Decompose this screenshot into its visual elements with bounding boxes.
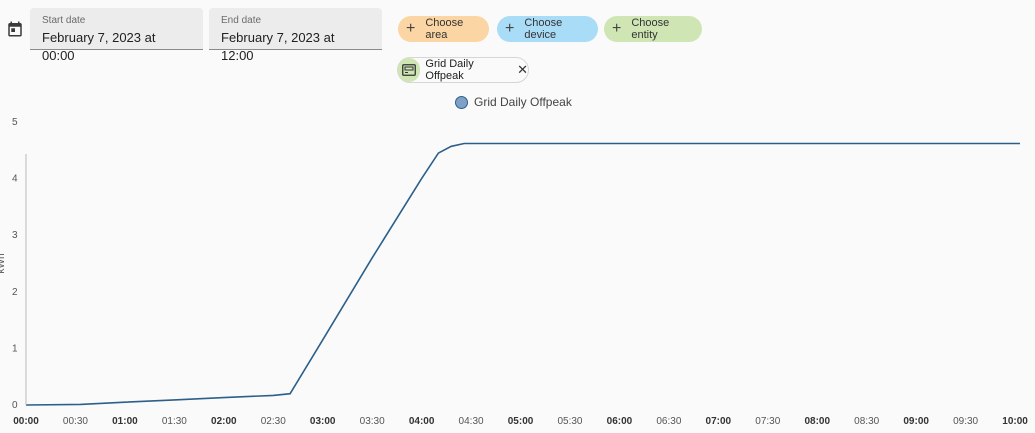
x-tick-label: 01:00 bbox=[112, 416, 138, 427]
y-tick-label: 2 bbox=[12, 287, 18, 298]
start-date-value: February 7, 2023 at 00:00 bbox=[42, 30, 156, 63]
choose-device-label: Choose device bbox=[524, 17, 563, 41]
x-tick-label: 10:00 bbox=[1002, 416, 1028, 427]
legend-label: Grid Daily Offpeak bbox=[474, 95, 572, 109]
series-line bbox=[25, 142, 1020, 406]
selected-entity-chip[interactable]: Grid Daily Offpeak ✕ bbox=[397, 57, 529, 83]
y-tick-label: 3 bbox=[12, 230, 18, 241]
chart-legend[interactable]: Grid Daily Offpeak bbox=[455, 95, 572, 109]
history-chart: 0 1 2 3 4 5 kWh 00:00 00:30 01:00 01:30 02:00 02:30 0… bbox=[0, 117, 1028, 427]
selected-entity-name: Grid Daily Offpeak bbox=[425, 58, 474, 82]
legend-swatch bbox=[455, 95, 468, 109]
x-tick-label: 04:30 bbox=[459, 416, 484, 427]
x-tick-label: 00:00 bbox=[13, 416, 39, 427]
x-tick-label: 03:30 bbox=[360, 416, 385, 427]
remove-entity-icon[interactable]: ✕ bbox=[517, 62, 528, 77]
choose-area-label: Choose area bbox=[425, 17, 464, 41]
plus-icon: + bbox=[406, 20, 416, 37]
choose-entity-button[interactable]: + Choose entity bbox=[604, 16, 702, 42]
choose-area-button[interactable]: + Choose area bbox=[398, 16, 489, 42]
x-tick-label: 00:30 bbox=[63, 416, 88, 427]
x-tick-label: 06:30 bbox=[656, 416, 681, 427]
x-tick-label: 03:00 bbox=[310, 416, 336, 427]
end-date-value: February 7, 2023 at 12:00 bbox=[221, 30, 335, 63]
plus-icon: + bbox=[612, 20, 622, 37]
start-date-label: Start date bbox=[42, 15, 86, 26]
meter-icon bbox=[398, 58, 421, 82]
x-tick-label: 01:30 bbox=[162, 416, 187, 427]
x-tick-label: 07:30 bbox=[755, 416, 780, 427]
plus-icon: + bbox=[505, 20, 515, 37]
end-date-label: End date bbox=[221, 15, 262, 26]
x-tick-label: 09:30 bbox=[953, 416, 978, 427]
y-tick-label: 1 bbox=[12, 343, 18, 354]
x-tick-label: 09:00 bbox=[903, 416, 929, 427]
x-tick-label: 02:30 bbox=[261, 416, 286, 427]
x-tick-label: 08:30 bbox=[854, 416, 879, 427]
end-date-field[interactable]: End date February 7, 2023 at 12:00 bbox=[209, 8, 382, 63]
y-tick-label: 4 bbox=[12, 174, 18, 185]
y-axis-title: kWh bbox=[0, 254, 7, 274]
x-tick-label: 04:00 bbox=[409, 416, 435, 427]
x-tick-label: 07:00 bbox=[706, 416, 732, 427]
choose-entity-label: Choose entity bbox=[631, 17, 670, 41]
x-tick-label: 05:30 bbox=[557, 416, 582, 427]
y-tick-label: 0 bbox=[12, 400, 18, 411]
x-tick-label: 06:00 bbox=[607, 416, 633, 427]
start-date-field[interactable]: Start date February 7, 2023 at 00:00 bbox=[30, 8, 203, 63]
x-tick-label: 05:00 bbox=[508, 416, 534, 427]
x-tick-label: 02:00 bbox=[211, 416, 237, 427]
x-tick-label: 08:00 bbox=[804, 416, 830, 427]
y-tick-label: 5 bbox=[12, 117, 18, 128]
calendar-icon[interactable] bbox=[6, 20, 24, 38]
choose-device-button[interactable]: + Choose device bbox=[497, 16, 598, 42]
